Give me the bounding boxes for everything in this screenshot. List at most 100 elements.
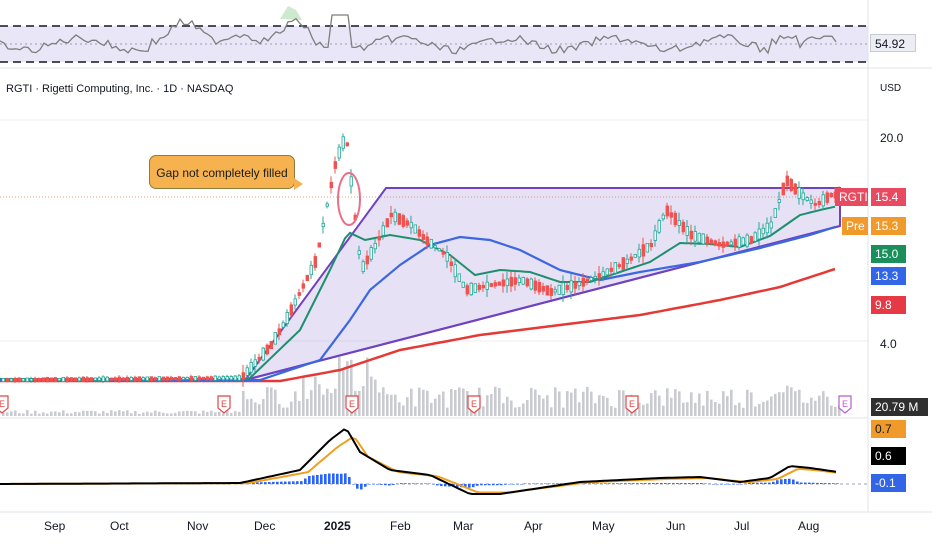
macd-hist-bar (484, 484, 487, 486)
macd-hist-bar (376, 484, 379, 485)
candle-body (457, 273, 461, 283)
volume-bar (590, 391, 593, 416)
macd-hist-bar (720, 484, 723, 485)
volume-bar (170, 413, 173, 416)
volume-bar (30, 413, 33, 416)
candle-body (273, 332, 277, 345)
candle-body (821, 194, 825, 207)
volume-bar (534, 389, 537, 416)
earnings-marker-icon[interactable] (345, 395, 359, 414)
candle-body (637, 248, 641, 258)
macd-hist-bar (624, 483, 627, 484)
volume-bar (746, 389, 749, 416)
volume-bar (602, 395, 605, 416)
macd-hist-bar (440, 484, 443, 487)
candle-body (285, 312, 289, 324)
macd-hist-bar (540, 483, 543, 484)
macd-hist-bar (412, 483, 415, 484)
macd-hist-bar (712, 484, 715, 485)
volume-bar (766, 400, 769, 416)
candle-body (529, 278, 533, 290)
volume-bar (550, 407, 553, 416)
earnings-marker-icon[interactable] (467, 395, 481, 414)
candle-body (621, 257, 625, 270)
macd-hist-bar (328, 473, 331, 484)
candle-body (817, 201, 821, 205)
x-axis-label: Mar (453, 519, 474, 533)
candle-body (21, 378, 25, 382)
macd-hist-bar (660, 483, 663, 484)
volume-bar (762, 401, 765, 416)
macd-hist-bar (424, 483, 427, 484)
volume-bar (442, 391, 445, 416)
volume-bar (318, 384, 321, 416)
candlesticks (1, 133, 841, 387)
volume-bar (214, 412, 217, 416)
candle-body (421, 234, 425, 240)
macd-hist-bar (752, 482, 755, 484)
macd-signal-tag: 0.7 (871, 420, 906, 438)
candle-body (61, 376, 65, 382)
candle-body (85, 377, 89, 382)
volume-bar (398, 402, 401, 416)
candle-body (793, 183, 797, 195)
volume-bar (610, 406, 613, 416)
earnings-marker-icon[interactable] (217, 395, 231, 414)
currency-label[interactable]: USD (880, 83, 902, 94)
macd-hist-bar (292, 481, 295, 484)
volume-bar (394, 394, 397, 416)
candle-body (345, 142, 349, 147)
volume-bar (566, 391, 569, 416)
candle-body (601, 271, 605, 277)
candle-body (341, 136, 345, 149)
candle-body (693, 231, 697, 242)
volume-bar (834, 406, 837, 416)
candle-body (537, 282, 541, 293)
volume-bar (50, 411, 53, 416)
candle-body (245, 367, 249, 376)
earnings-marker-icon[interactable] (0, 395, 9, 414)
macd-hist-bar (360, 484, 363, 490)
volume-bar (614, 407, 617, 416)
candle-body (37, 378, 41, 382)
volume-bar (422, 389, 425, 416)
macd-hist-bar (780, 479, 783, 484)
earnings-marker-icon[interactable] (838, 395, 852, 414)
price-scale-label: 4.0 (880, 337, 897, 351)
candle-body (629, 256, 633, 261)
macd-hist-bar (804, 482, 807, 484)
candle-body (753, 232, 757, 242)
volume-bar (182, 411, 185, 416)
volume-bar (658, 395, 661, 416)
volume-bar (418, 387, 421, 416)
macd-hist-bar (444, 484, 447, 487)
macd-hist-bar (312, 475, 315, 484)
candle-body (73, 377, 77, 382)
volume-bar (554, 387, 557, 416)
macd-hist-bar (364, 484, 367, 487)
macd-hist-bar (480, 484, 483, 486)
candle-body (157, 376, 161, 382)
candle-body (501, 279, 505, 287)
candle-body (117, 376, 121, 382)
volume-bar (38, 413, 41, 416)
candle-body (509, 276, 513, 287)
earnings-marker-icon[interactable] (625, 395, 639, 414)
annotation-callout[interactable]: Gap not completely filled (149, 155, 303, 190)
candle-body (137, 376, 141, 382)
volume-bar (706, 390, 709, 416)
macd-hist-bar (352, 484, 355, 485)
volume-bar (546, 395, 549, 416)
earnings-marker-label: E (471, 399, 477, 409)
macd-hist-bar (268, 481, 271, 484)
volume-bar (446, 407, 449, 416)
candle-body (165, 376, 169, 381)
macd-histogram (240, 473, 839, 490)
macd-hist-bar (792, 479, 795, 484)
volume-bar (242, 390, 245, 416)
volume-bar (810, 397, 813, 416)
candle-body (437, 248, 441, 252)
volume-bars (2, 356, 841, 416)
volume-bar (818, 395, 821, 416)
